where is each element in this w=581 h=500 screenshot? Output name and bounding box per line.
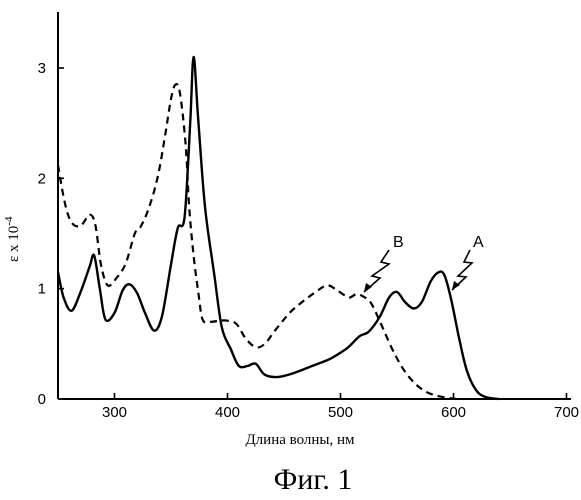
y-tick-label: 3 xyxy=(38,60,46,77)
x-tick-label: 400 xyxy=(215,404,240,421)
x-tick-label: 600 xyxy=(441,404,466,421)
y-tick-label: 0 xyxy=(38,391,46,408)
y-tick-label: 1 xyxy=(38,281,46,298)
x-tick-label: 300 xyxy=(102,404,127,421)
annotation-a-label: A xyxy=(473,234,484,251)
annotation-b-arrowhead xyxy=(364,283,372,292)
series-a-line xyxy=(58,57,499,399)
annotation-b-label: B xyxy=(393,234,404,251)
x-axis-label: Длина волны, нм xyxy=(245,432,355,448)
annotation-b: B xyxy=(364,234,404,292)
y-tick-label: 2 xyxy=(38,170,46,187)
x-tick-label: 700 xyxy=(554,404,579,421)
y-axis-label: ε x 10-4 xyxy=(3,216,22,262)
figure-caption: Фиг. 1 xyxy=(274,463,353,496)
curves xyxy=(58,57,499,399)
x-tick-label: 500 xyxy=(328,404,353,421)
axes xyxy=(58,12,571,399)
annotation-a-arrowhead xyxy=(452,281,460,290)
annotation-a: A xyxy=(452,234,484,290)
